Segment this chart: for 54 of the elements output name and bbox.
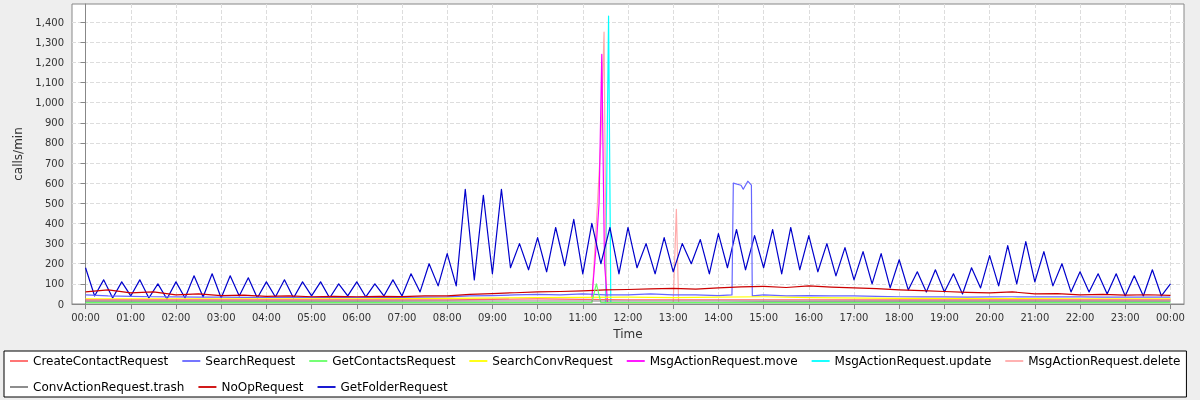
x-tick-label: 03:00	[206, 311, 236, 323]
x-tick-label: 02:00	[161, 311, 191, 323]
x-tick-label: 10:00	[523, 311, 553, 323]
y-tick-label: 100	[44, 278, 64, 290]
y-tick-label: 1,100	[35, 77, 64, 89]
y-tick-label: 900	[44, 117, 64, 129]
x-tick-label: 17:00	[839, 311, 869, 323]
y-tick-label: 800	[44, 137, 64, 149]
y-tick-label: 1,300	[35, 36, 64, 48]
x-tick-label: 07:00	[387, 311, 417, 323]
x-tick-label: 09:00	[477, 311, 507, 323]
legend-label: GetContactsRequest	[332, 354, 456, 368]
y-tick-label: 200	[44, 258, 64, 270]
y-axis-title: calls/min	[11, 127, 26, 181]
x-tick-label: 01:00	[116, 311, 146, 323]
line-series	[591, 31, 680, 304]
y-tick-label: 0	[57, 298, 64, 310]
x-tick-label: 11:00	[568, 311, 598, 323]
x-tick-label: 19:00	[930, 311, 959, 323]
x-tick-label: 20:00	[975, 311, 1005, 323]
x-tick-label: 14:00	[703, 311, 733, 323]
x-tick-label: 23:00	[1110, 311, 1140, 323]
x-tick-label: 08:00	[432, 311, 462, 323]
legend-label: MsgActionRequest.move	[649, 354, 798, 368]
x-tick-label: 06:00	[342, 311, 372, 323]
line-series	[84, 285, 1172, 298]
y-tick-label: 1,400	[35, 16, 64, 28]
legend-label: SearchConvRequest	[492, 354, 614, 368]
y-tick-label: 300	[44, 238, 64, 250]
y-tick-label: 400	[44, 217, 64, 229]
x-tick-label: 15:00	[749, 311, 779, 323]
legend-label: SearchRequest	[205, 354, 296, 368]
y-tick-label: 500	[44, 197, 64, 209]
legend-label: ConvActionRequest.trash	[33, 380, 185, 394]
legend-label: CreateContactRequest	[33, 354, 169, 368]
x-tick-label: 04:00	[251, 311, 281, 323]
legend-label: MsgActionRequest.delete	[1028, 354, 1181, 368]
x-tick-label: 16:00	[794, 311, 824, 323]
x-tick-label: 05:00	[297, 311, 326, 323]
x-tick-label: 12:00	[613, 311, 643, 323]
y-tick-label: 600	[44, 177, 64, 189]
legend-label: MsgActionRequest.update	[834, 354, 992, 368]
y-tick-label: 1,200	[35, 56, 64, 68]
x-tick-label: 00:00	[1156, 311, 1185, 323]
legend-label: GetFolderRequest	[340, 380, 449, 394]
x-tick-label: 21:00	[1020, 311, 1050, 323]
x-axis-title: Time	[612, 327, 643, 341]
legend-label: NoOpRequest	[221, 380, 304, 394]
x-tick-label: 00:00	[71, 311, 100, 323]
x-tick-label: 22:00	[1065, 311, 1095, 323]
x-tick-label: 18:00	[884, 311, 914, 323]
x-tick-label: 13:00	[658, 311, 688, 323]
y-tick-label: 1,000	[35, 97, 64, 109]
y-tick-label: 700	[44, 157, 64, 169]
